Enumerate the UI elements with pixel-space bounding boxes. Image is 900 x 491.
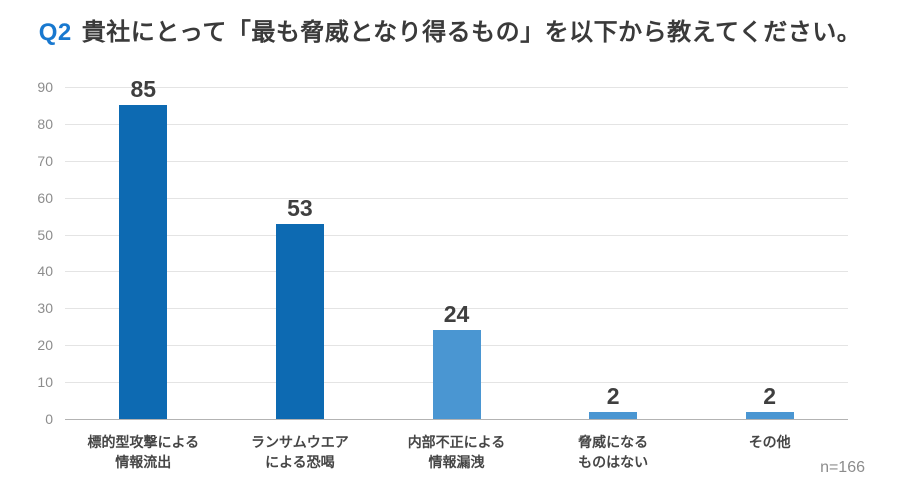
sample-size-label: n=166: [820, 459, 865, 476]
gridline: [65, 87, 848, 88]
bar: [745, 411, 794, 419]
x-category-label: ランサムウエア による恐喝: [251, 434, 349, 470]
y-axis-labels: 0 10 20 30 40 50 60 70 80 90: [0, 79, 53, 427]
gridline: [65, 197, 848, 199]
y-tick-label: 70: [37, 152, 53, 169]
gridline: [65, 271, 848, 273]
y-tick-label: 90: [37, 79, 53, 95]
bar: [589, 411, 638, 419]
gridline: [65, 123, 848, 125]
y-tick-label: 40: [37, 263, 53, 280]
x-category-label: 脅威になる ものはない: [578, 434, 649, 470]
bar-value-label: 2: [606, 382, 620, 409]
plot-area: 85 標的型攻撃による 情報流出 53 ランサムウエア による恐喝 24 内部不正による …: [65, 78, 848, 470]
bar: [119, 105, 168, 419]
chart-title: Q2 貴社にとって「最も脅威となり得るもの」を以下から教えてください。: [0, 12, 900, 47]
y-tick-label: 20: [37, 337, 53, 354]
gridline: [65, 308, 848, 310]
bar-value-label: 2: [763, 382, 777, 409]
bar-value-label: 24: [443, 301, 470, 328]
x-category-label: 標的型攻撃による 情報流出: [87, 434, 200, 470]
x-axis-line: [65, 419, 848, 420]
bar-value-label: 85: [130, 76, 157, 103]
y-tick-label: 60: [37, 189, 53, 206]
x-category-label: 内部不正による 情報漏洩: [407, 434, 506, 470]
bar: [275, 223, 324, 419]
y-tick-label: 30: [37, 300, 53, 317]
gridline: [65, 160, 848, 162]
x-category-label: その他: [748, 434, 791, 450]
chart-title-text: 貴社にとって「最も脅威となり得るもの」を以下から教えてください。: [81, 19, 862, 46]
y-tick-label: 10: [37, 374, 53, 391]
y-tick-label: 50: [37, 226, 53, 243]
y-tick-label: 80: [37, 115, 53, 132]
bar-value-label: 53: [287, 194, 313, 221]
gridline: [65, 234, 848, 236]
bar: [432, 330, 481, 419]
question-number: Q2: [38, 19, 72, 46]
y-tick-label: 0: [45, 411, 53, 427]
